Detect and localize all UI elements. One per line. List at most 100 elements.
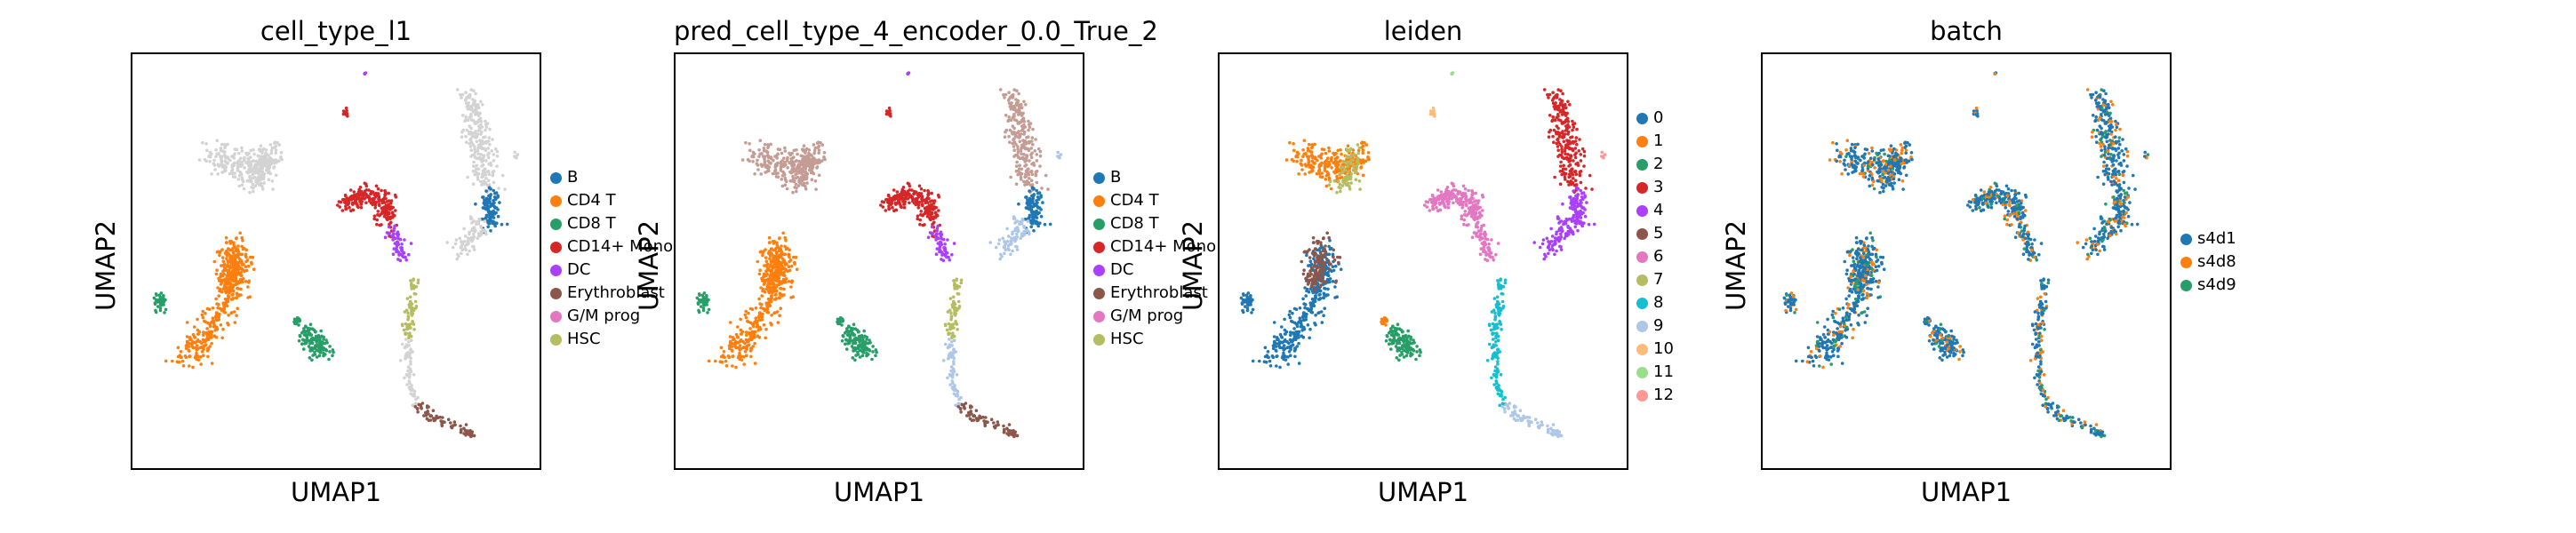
scatter-point xyxy=(300,331,304,335)
scatter-point xyxy=(1271,346,1276,351)
scatter-point xyxy=(948,351,952,355)
scatter-point xyxy=(1024,142,1028,146)
scatter-point xyxy=(934,238,938,242)
legend-item: CD8 T xyxy=(550,212,673,235)
scatter-point xyxy=(411,403,415,408)
scatter-point xyxy=(1295,150,1300,155)
scatter-point xyxy=(1003,244,1006,248)
scatter-point xyxy=(1041,201,1044,204)
scatter-point xyxy=(1246,291,1251,295)
scatter-point xyxy=(240,244,244,249)
scatter-point xyxy=(812,143,816,147)
scatter-point xyxy=(400,342,404,346)
scatter-point xyxy=(276,140,279,145)
scatter-point xyxy=(943,248,947,252)
scatter-point xyxy=(1352,153,1356,156)
scatter-point xyxy=(414,284,419,289)
scatter-point xyxy=(954,322,958,325)
scatter-point xyxy=(844,342,847,346)
scatter-point xyxy=(1480,213,1484,218)
scatter-point xyxy=(309,338,314,343)
scatter-point xyxy=(1452,184,1456,188)
scatter-point xyxy=(1443,204,1447,209)
scatter-point xyxy=(356,193,360,196)
scatter-point xyxy=(1329,157,1333,162)
scatter-point xyxy=(767,300,771,305)
scatter-point xyxy=(241,280,244,284)
scatter-point xyxy=(228,259,232,264)
scatter-point xyxy=(1327,146,1331,150)
scatter-point xyxy=(919,187,924,191)
scatter-point xyxy=(788,259,793,262)
scatter-point xyxy=(818,161,821,164)
scatter-point xyxy=(413,299,418,304)
scatter-point xyxy=(1319,241,1323,244)
scatter-point xyxy=(1006,428,1011,433)
panel-2-title: pred_cell_type_4_encoder_0.0_True_2 xyxy=(674,16,1158,46)
scatter-point xyxy=(344,113,348,116)
scatter-point xyxy=(1295,324,1300,329)
scatter-point xyxy=(373,206,378,210)
scatter-point xyxy=(865,338,868,341)
scatter-point xyxy=(1015,119,1019,123)
scatter-point xyxy=(1038,149,1043,154)
scatter-point xyxy=(1297,341,1300,346)
scatter-point xyxy=(952,338,956,343)
scatter-point xyxy=(232,241,236,244)
legend-item: HSC xyxy=(1093,328,1216,351)
scatter-point xyxy=(928,217,932,221)
scatter-point xyxy=(952,301,956,306)
scatter-point xyxy=(1328,280,1332,284)
scatter-point xyxy=(236,151,241,155)
scatter-point xyxy=(753,330,756,334)
scatter-point xyxy=(1298,319,1302,323)
scatter-point xyxy=(247,151,251,155)
scatter-point xyxy=(455,88,460,91)
scatter-point xyxy=(481,172,484,176)
scatter-point xyxy=(204,159,208,163)
scatter-point xyxy=(1349,172,1354,176)
scatter-point xyxy=(344,207,348,211)
scatter-point xyxy=(1020,220,1024,224)
panel-3-scatter-svg xyxy=(1239,71,1607,439)
scatter-point xyxy=(264,164,268,169)
scatter-point xyxy=(212,158,216,163)
scatter-point xyxy=(772,240,776,243)
scatter-point xyxy=(1026,219,1030,223)
scatter-point xyxy=(316,343,319,347)
scatter-point xyxy=(441,416,444,419)
scatter-point xyxy=(1334,160,1339,163)
scatter-point xyxy=(500,222,504,227)
scatter-point xyxy=(1008,105,1012,108)
scatter-point xyxy=(807,164,812,169)
scatter-point xyxy=(1322,280,1326,283)
legend-marker xyxy=(1093,310,1105,322)
scatter-point xyxy=(897,195,901,199)
scatter-point xyxy=(757,311,762,315)
scatter-point xyxy=(389,199,394,203)
scatter-point xyxy=(299,334,302,338)
scatter-point xyxy=(1334,168,1339,171)
scatter-point xyxy=(238,252,243,256)
scatter-point xyxy=(406,311,410,315)
scatter-point xyxy=(1303,172,1307,176)
scatter-point xyxy=(1016,147,1020,151)
scatter-point xyxy=(215,325,219,330)
scatter-point xyxy=(265,168,269,171)
scatter-point xyxy=(229,311,233,315)
scatter-point xyxy=(1318,175,1323,179)
scatter-point xyxy=(941,237,946,242)
scatter-point xyxy=(1309,307,1314,311)
scatter-point xyxy=(769,288,772,292)
scatter-point xyxy=(445,241,450,244)
scatter-point xyxy=(240,267,244,271)
scatter-point xyxy=(216,306,220,310)
scatter-point xyxy=(1012,126,1016,131)
scatter-point xyxy=(948,345,952,349)
scatter-point xyxy=(377,203,381,206)
scatter-point xyxy=(328,345,332,348)
scatter-point xyxy=(213,168,217,171)
scatter-point xyxy=(492,188,495,193)
scatter-point xyxy=(232,243,236,247)
scatter-point xyxy=(197,158,202,162)
